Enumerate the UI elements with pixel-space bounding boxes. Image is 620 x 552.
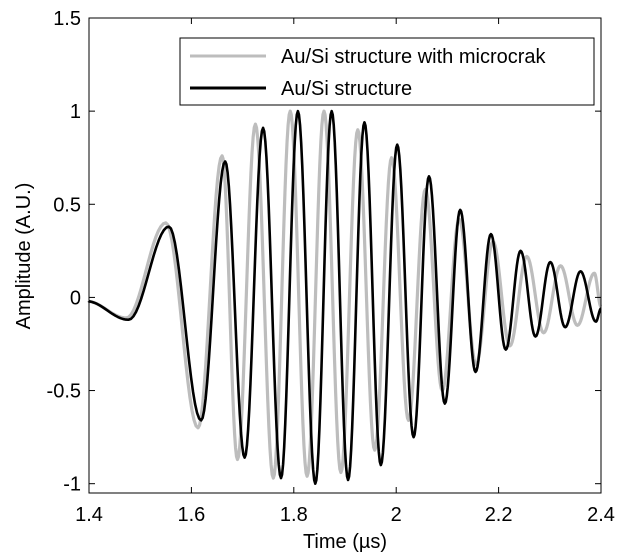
y-tick-label: 0.5 (53, 194, 81, 216)
y-tick-label: 0 (70, 287, 81, 309)
x-tick-label: 2.4 (587, 504, 615, 526)
x-tick-label: 1.6 (177, 504, 205, 526)
legend-box (179, 37, 595, 106)
legend-label-reference: Au/Si structure (281, 78, 412, 100)
x-tick-label: 1.4 (75, 504, 103, 526)
y-axis-title: Amplitude (A.U.) (13, 183, 35, 330)
y-tick-label: -0.5 (47, 381, 81, 403)
x-axis-title: Time (µs) (303, 531, 387, 552)
x-tick-label: 2 (391, 504, 402, 526)
legend: Au/Si structure with microcrak Au/Si str… (179, 37, 595, 106)
y-axis: -1 -0.5 0 0.5 1 1.5 (47, 8, 601, 496)
series-line-reference (87, 109, 602, 485)
plot-frame (88, 17, 602, 494)
x-tick-label: 2.2 (485, 504, 513, 526)
legend-label-microcrack: Au/Si structure with microcrak (281, 46, 547, 68)
x-tick-label: 1.8 (280, 504, 308, 526)
y-tick-label: -1 (63, 474, 81, 496)
y-tick-label: 1 (70, 101, 81, 123)
series-layer (87, 109, 603, 485)
series-line-microcrack (87, 109, 603, 480)
x-axis: 1.4 1.6 1.8 2 2.2 2.4 (75, 18, 615, 526)
y-tick-label: 1.5 (53, 8, 81, 30)
